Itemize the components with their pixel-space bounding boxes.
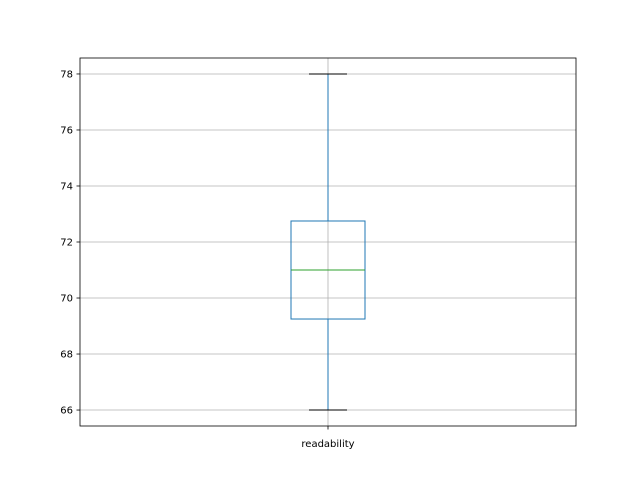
- y-tick-label: 78: [60, 69, 73, 80]
- y-tick-label: 70: [60, 294, 73, 305]
- y-tick-label: 76: [60, 125, 73, 136]
- y-tick-label: 72: [60, 238, 73, 249]
- x-tick-label: readability: [301, 439, 354, 450]
- y-tick-label: 66: [60, 406, 73, 417]
- plot-frame: [79, 57, 577, 427]
- y-tick-label: 68: [60, 350, 73, 361]
- y-tick-label: 74: [60, 181, 73, 192]
